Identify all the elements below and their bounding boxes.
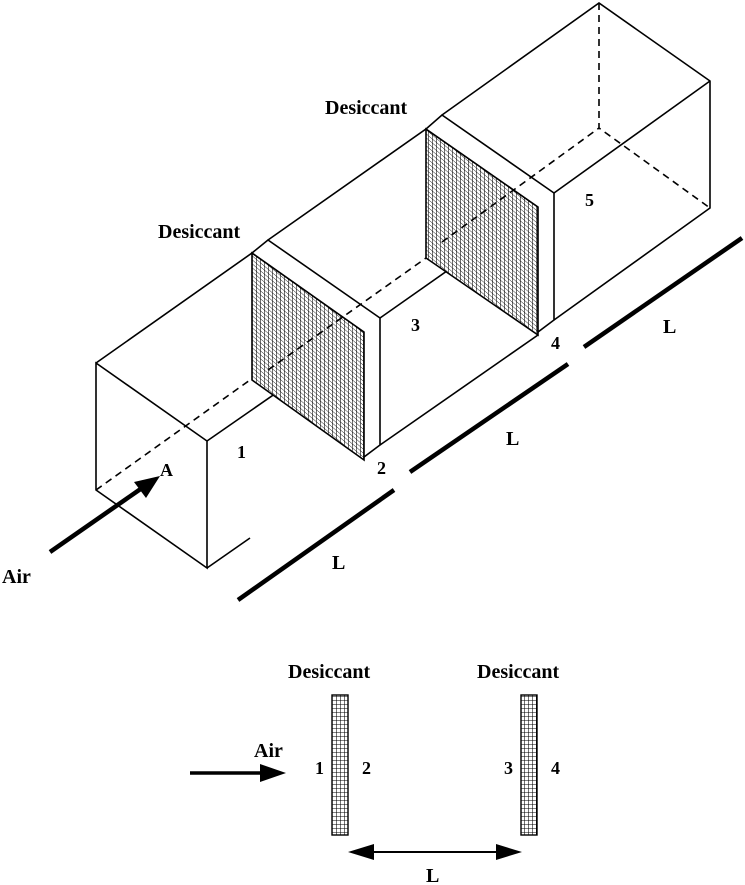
station-3-label: 3 <box>411 315 420 335</box>
desiccant-panel-2 <box>424 113 555 337</box>
station-2-label: 2 <box>377 458 386 478</box>
section-desiccant-left <box>331 694 349 836</box>
section-station-1-label: 1 <box>315 758 324 778</box>
section-desiccant-label-left: Desiccant <box>288 661 371 683</box>
section-length-arrow <box>348 844 522 860</box>
station-4-label: 4 <box>551 333 560 353</box>
section-length-label: L <box>426 865 439 885</box>
length-label-3: L <box>663 316 676 338</box>
section-air-label: Air <box>254 740 283 762</box>
length-line-2 <box>408 362 570 474</box>
air-inlet-arrow <box>48 476 160 554</box>
section-station-4-label: 4 <box>551 758 560 778</box>
section-station-2-label: 2 <box>362 758 371 778</box>
length-label-2: L <box>506 428 519 450</box>
desiccant-panel-1 <box>250 238 381 462</box>
desiccant-label-1: Desiccant <box>158 221 241 243</box>
air-label: Air <box>2 566 31 588</box>
length-label-1: L <box>332 552 345 574</box>
length-line-3 <box>582 236 744 349</box>
section-desiccant-right <box>520 694 538 836</box>
length-dimension-lines <box>236 236 744 602</box>
section-desiccant-label-right: Desiccant <box>477 661 560 683</box>
length-line-1 <box>236 488 396 602</box>
duct-section-3 <box>441 2 711 321</box>
desiccant-label-2: Desiccant <box>325 97 408 119</box>
station-5-label: 5 <box>585 190 594 210</box>
station-1-label: 1 <box>237 442 246 462</box>
point-a-label: A <box>160 460 173 480</box>
section-station-3-label: 3 <box>504 758 513 778</box>
section-air-arrow <box>190 764 286 782</box>
section-view <box>190 694 538 860</box>
